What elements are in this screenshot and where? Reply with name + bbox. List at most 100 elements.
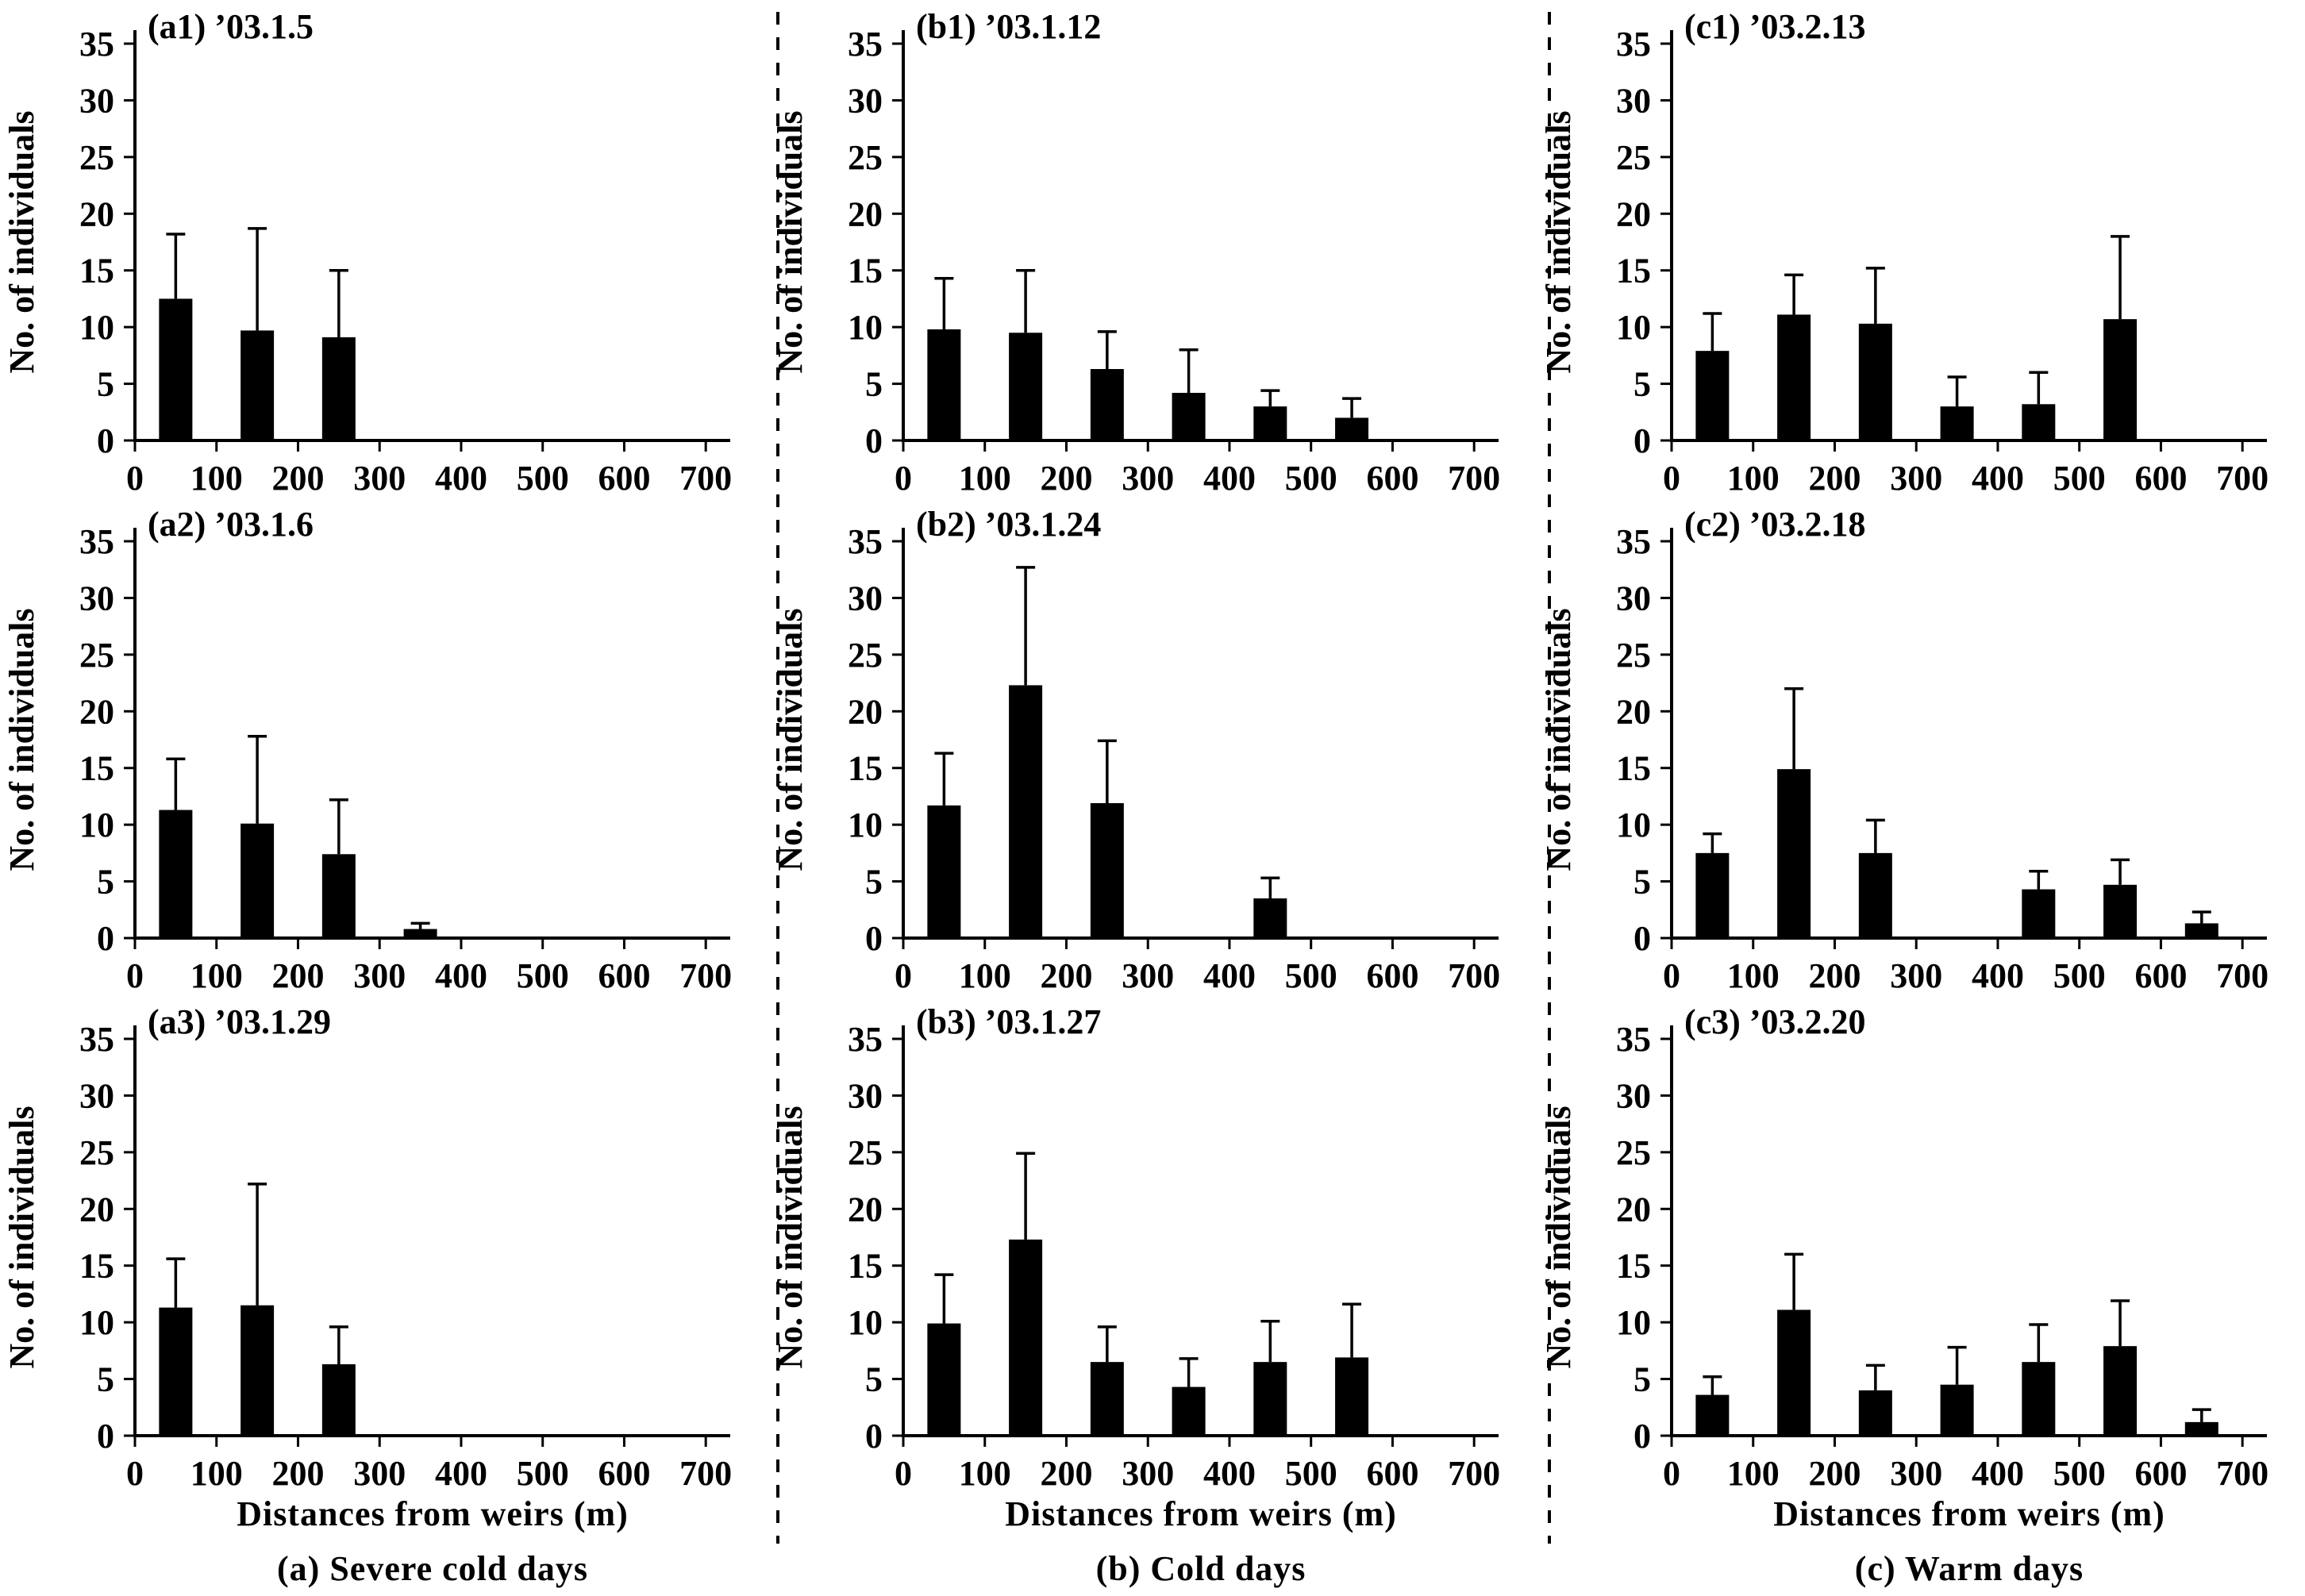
bar-a1-150m	[241, 330, 275, 440]
x-tick-label: 600	[598, 1454, 650, 1493]
y-tick-label: 5	[865, 863, 883, 902]
y-tick-label: 15	[848, 749, 883, 788]
x-tick-label: 300	[1890, 956, 1942, 995]
y-tick-label: 20	[848, 1190, 883, 1229]
x-tick-label: 100	[190, 956, 243, 995]
y-tick-label: 10	[1616, 308, 1651, 347]
x-tick-label: 200	[271, 956, 324, 995]
chart-b2: 0 5 10 15 20 25 30 35 0 100 200 300 400 500 600 700 (b2)…	[771, 505, 1500, 995]
y-tick-label: 0	[97, 919, 114, 958]
bar-a2-350m	[403, 929, 437, 938]
y-tick-label: 35	[1616, 25, 1651, 63]
y-tick-label: 10	[1616, 1303, 1651, 1342]
x-tick-label: 300	[1122, 1454, 1174, 1493]
chart-panel-a3: 0 5 10 15 20 25 30 35 0 100 200 300 400 500 600 700 (a3)…	[0, 995, 768, 1493]
y-tick-label: 10	[848, 1303, 883, 1342]
x-tick-label: 500	[517, 459, 569, 498]
panel-title: (a3) ’03.1.29	[148, 1002, 331, 1041]
y-tick-label: 25	[848, 138, 883, 177]
x-tick-label: 0	[126, 1454, 144, 1493]
x-tick-label: 300	[353, 1454, 406, 1493]
y-tick-label: 25	[848, 636, 883, 675]
x-axis-title: Distances from weirs (m)	[237, 1494, 629, 1533]
y-axis-title: No. of individuals	[1539, 608, 1578, 871]
y-tick-label: 15	[848, 252, 883, 290]
x-tick-label: 300	[353, 459, 406, 498]
bar-c2-650m	[2184, 923, 2218, 938]
panel-title: (c1) ’03.2.13	[1684, 7, 1866, 46]
panel-title: (a1) ’03.1.5	[148, 7, 314, 46]
y-axis-title: No. of individuals	[2, 1106, 41, 1368]
x-tick-label: 400	[1203, 956, 1256, 995]
bar-a1-50m	[159, 298, 193, 440]
y-tick-label: 35	[79, 25, 114, 63]
x-tick-label: 300	[1890, 459, 1942, 498]
x-tick-label: 600	[1366, 1454, 1418, 1493]
y-tick-label: 35	[848, 1020, 883, 1059]
y-tick-label: 5	[97, 365, 114, 404]
bar-c1-250m	[1858, 323, 1892, 440]
bar-c2-550m	[2103, 884, 2138, 938]
bar-c3-350m	[1940, 1384, 1974, 1436]
bar-b3-550m	[1335, 1357, 1369, 1436]
bar-b3-350m	[1172, 1386, 1206, 1436]
bar-b1-350m	[1172, 393, 1206, 440]
panels-column-b: 0 5 10 15 20 25 30 35 0 100 200 300 400 500 600 700 (b1)…	[768, 0, 1537, 1540]
bar-c2-50m	[1695, 852, 1730, 938]
bar-c3-650m	[2184, 1421, 2218, 1436]
x-tick-label: 400	[1203, 459, 1256, 498]
y-tick-label: 0	[1634, 919, 1651, 958]
bar-b3-50m	[927, 1323, 961, 1436]
x-tick-label: 0	[126, 459, 144, 498]
y-tick-label: 25	[848, 1133, 883, 1172]
caption-warm-days: (c) Warm days	[1854, 1548, 2084, 1588]
column-divider-dashed	[776, 12, 779, 1544]
x-tick-label: 0	[1663, 956, 1680, 995]
x-tick-label: 400	[1972, 956, 2024, 995]
x-tick-label: 200	[1040, 459, 1092, 498]
x-tick-label: 300	[1890, 1454, 1942, 1493]
x-tick-label: 200	[1808, 459, 1861, 498]
y-tick-label: 0	[1634, 1417, 1651, 1456]
y-tick-label: 5	[1634, 863, 1651, 902]
x-tick-label: 400	[1972, 459, 2024, 498]
column-cold-days: 0 5 10 15 20 25 30 35 0 100 200 300 400 500 600 700 (b1)…	[768, 0, 1537, 1596]
y-axis-title: No. of individuals	[2, 608, 41, 871]
x-tick-label: 100	[1727, 459, 1780, 498]
x-tick-label: 200	[1040, 1454, 1092, 1493]
y-tick-label: 20	[1616, 692, 1651, 731]
panel-title: (b2) ’03.1.24	[916, 505, 1101, 544]
bar-b3-250m	[1090, 1362, 1124, 1436]
x-tick-label: 500	[517, 956, 569, 995]
y-tick-label: 35	[848, 522, 883, 561]
y-tick-label: 35	[848, 25, 883, 63]
y-tick-label: 15	[79, 252, 114, 290]
bar-a2-150m	[241, 823, 275, 938]
y-tick-label: 25	[1616, 636, 1651, 675]
y-tick-label: 35	[79, 522, 114, 561]
x-tick-label: 200	[1040, 956, 1092, 995]
y-tick-label: 5	[97, 1360, 114, 1399]
y-tick-label: 10	[848, 308, 883, 347]
x-tick-label: 600	[2134, 1454, 2187, 1493]
y-axis-title: No. of individuals	[1539, 1106, 1578, 1368]
x-tick-label: 500	[1285, 459, 1337, 498]
x-tick-label: 700	[679, 1454, 732, 1493]
y-tick-label: 30	[1616, 1076, 1651, 1115]
y-tick-label: 10	[79, 308, 114, 347]
x-tick-label: 100	[1727, 1454, 1780, 1493]
y-tick-label: 15	[848, 1247, 883, 1286]
bar-a2-250m	[321, 854, 356, 938]
x-axis-title: Distances from weirs (m)	[1005, 1494, 1397, 1533]
chart-panel-b2: 0 5 10 15 20 25 30 35 0 100 200 300 400 500 600 700 (b2)…	[768, 498, 1537, 995]
x-tick-label: 100	[190, 1454, 243, 1493]
bar-b2-250m	[1090, 803, 1124, 938]
bar-c2-450m	[2022, 889, 2056, 938]
panel-title: (b1) ’03.1.12	[916, 7, 1101, 46]
x-tick-label: 100	[959, 956, 1011, 995]
y-tick-label: 35	[1616, 522, 1651, 561]
x-tick-label: 300	[1122, 956, 1174, 995]
bar-b1-250m	[1090, 369, 1124, 440]
x-tick-label: 600	[1366, 459, 1418, 498]
